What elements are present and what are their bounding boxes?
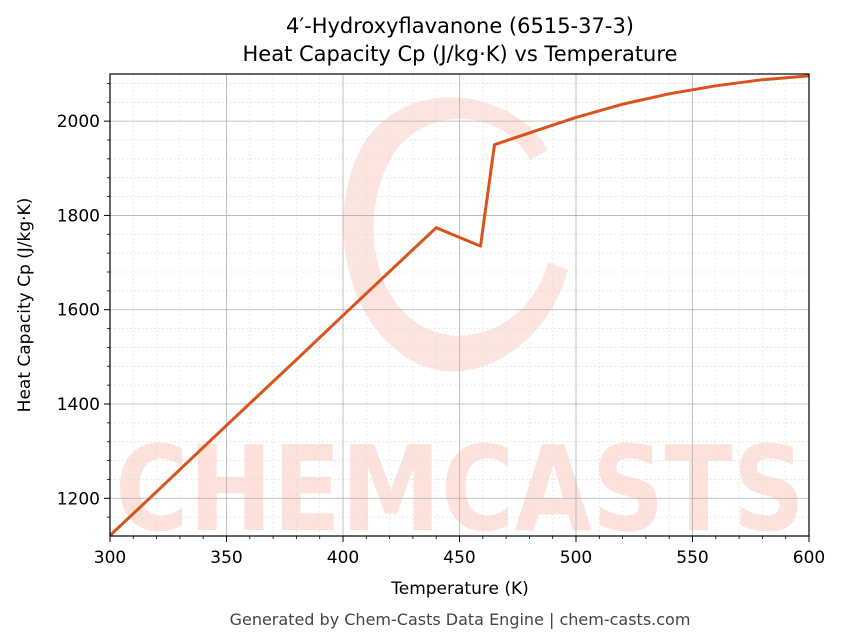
watermark: CHEMCASTS [115,97,805,558]
chart-subtitle: Heat Capacity Cp (J/kg·K) vs Temperature [243,42,678,66]
x-tick-label: 550 [676,548,708,568]
watermark-text: CHEMCASTS [115,420,805,558]
plot-area [108,74,810,537]
x-tick-label: 300 [94,548,126,568]
series-line [108,74,810,537]
y-axis-label: Heat Capacity Cp (J/kg·K) [15,198,35,413]
y-tick-label: 2000 [57,112,100,132]
x-tick-label: 600 [793,548,825,568]
x-tick-label: 500 [560,548,592,568]
tick-labels: 300 350 400 450 500 550 600 1200 1400 1600 1800 200… [57,112,825,568]
x-tick-label: 400 [327,548,359,568]
x-axis-label: Temperature (K) [390,579,529,599]
y-tick-label: 1400 [57,395,100,415]
chart-title: 4′-Hydroxyflavanone (6515-37-3) [286,14,634,38]
y-tick-label: 1600 [57,301,100,321]
y-tick-label: 1200 [57,489,100,509]
y-tick-label: 1800 [57,206,100,226]
axis-ticks [104,83,810,542]
x-tick-label: 450 [443,548,475,568]
footer-credit: Generated by Chem-Casts Data Engine | ch… [230,610,691,629]
x-tick-label: 350 [210,548,242,568]
